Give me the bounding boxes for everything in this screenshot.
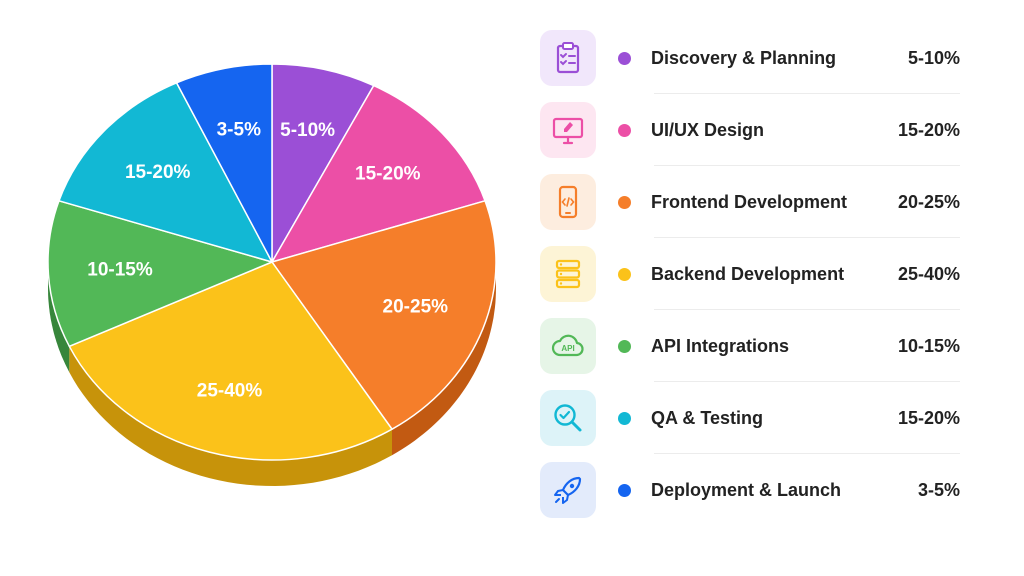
- slice-label: 20-25%: [383, 297, 449, 318]
- legend-value: 15-20%: [897, 407, 960, 428]
- divider: [654, 453, 960, 454]
- legend: Discovery & Planning 5-10% UI/UX Design 15-…: [540, 22, 970, 526]
- legend-value: 3-5%: [917, 479, 960, 500]
- clipboard-checklist-icon: [540, 30, 596, 86]
- divider: [654, 381, 960, 382]
- pie-side-backend-development: [69, 346, 393, 486]
- pie-side-walls: [48, 262, 496, 486]
- pie-side-api-integrations: [48, 262, 70, 373]
- legend-item: UI/UX Design 15-20%: [540, 94, 970, 166]
- pie-chart: 5-10% 15-20% 20-25% 25-40% 10-15% 15-20% 3-5%: [47, 63, 497, 486]
- divider: [654, 309, 960, 310]
- slice-label: 25-40%: [197, 380, 263, 401]
- rocket-icon: [540, 462, 596, 518]
- slice-label: 15-20%: [355, 164, 421, 185]
- legend-color-dot: [618, 411, 631, 425]
- legend-item: Frontend Development 20-25%: [540, 166, 970, 238]
- pie-side-frontend-development: [392, 262, 496, 456]
- pie-slice-deployment-launch: [175, 63, 273, 263]
- legend-color-dot: [618, 51, 631, 65]
- legend-color-dot: [618, 267, 631, 281]
- legend-item: Discovery & Planning 5-10%: [540, 22, 970, 94]
- slice-label: 5-10%: [280, 120, 335, 141]
- legend-label: UI/UX Design: [651, 119, 765, 140]
- legend-item: QA & Testing 15-20%: [540, 382, 970, 454]
- legend-label: QA & Testing: [651, 407, 763, 428]
- slice-label: 10-15%: [87, 260, 153, 281]
- pie-slice-discovery-planning: [271, 63, 375, 263]
- pie-slice-frontend-development: [271, 200, 497, 430]
- legend-color-dot: [618, 195, 631, 209]
- smartphone-code-icon: [540, 174, 596, 230]
- legend-label: Discovery & Planning: [651, 47, 837, 68]
- magnifier-check-icon: [540, 390, 596, 446]
- legend-label: Backend Development: [651, 263, 845, 284]
- legend-color-dot: [618, 339, 631, 353]
- pie-slice-backend-development: [68, 261, 393, 461]
- legend-label: API Integrations: [651, 335, 790, 356]
- legend-value: 10-15%: [897, 335, 960, 356]
- slice-label: 15-20%: [125, 162, 191, 183]
- slice-label: 3-5%: [217, 120, 261, 141]
- legend-value: 5-10%: [907, 47, 960, 68]
- pie-slice-ui-ux-design: [271, 84, 486, 263]
- legend-color-dot: [618, 123, 631, 137]
- legend-label: Frontend Development: [651, 191, 848, 212]
- divider: [654, 237, 960, 238]
- legend-value: 20-25%: [897, 191, 960, 212]
- pie-slice-qa-testing: [58, 82, 273, 263]
- legend-color-dot: [618, 483, 631, 497]
- divider: [654, 93, 960, 94]
- monitor-pen-icon: [540, 102, 596, 158]
- divider: [654, 165, 960, 166]
- server-stack-icon: [540, 246, 596, 302]
- legend-item: API API Integrations 10-15%: [540, 310, 970, 382]
- legend-item: Deployment & Launch 3-5%: [540, 454, 970, 526]
- pie-slice-api-integrations: [47, 200, 273, 348]
- legend-label: Deployment & Launch: [651, 479, 842, 500]
- legend-value: 15-20%: [897, 119, 960, 140]
- legend-value: 25-40%: [897, 263, 960, 284]
- svg-text:API: API: [561, 344, 574, 353]
- legend-item: Backend Development 25-40%: [540, 238, 970, 310]
- api-cloud-icon: API: [540, 318, 596, 374]
